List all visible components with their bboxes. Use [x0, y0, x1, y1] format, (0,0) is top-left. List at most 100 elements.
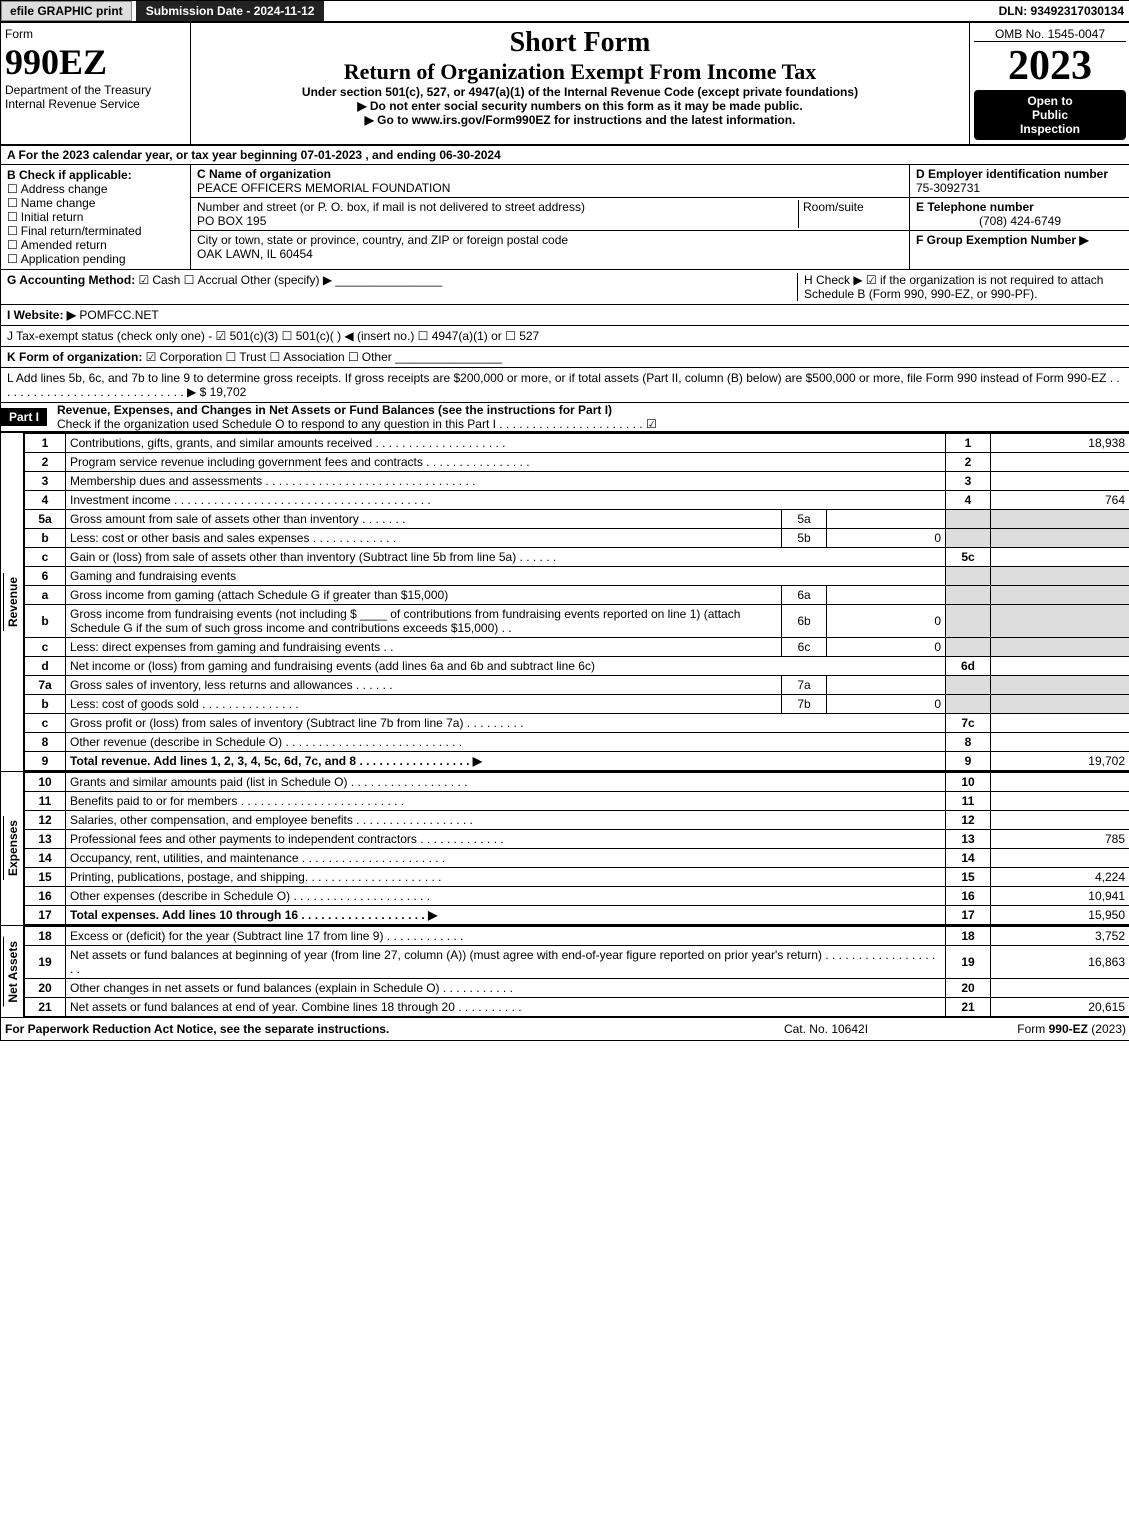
B-title: B Check if applicable:: [7, 168, 184, 182]
line-6d-rn: 6d: [946, 657, 991, 676]
footer-right: Form 990-EZ (2023): [926, 1022, 1126, 1036]
line-4-rn: 4: [946, 491, 991, 510]
line-6d-val: [991, 657, 1129, 676]
line-6b-rn: [946, 605, 991, 638]
line-7c-rn: 7c: [946, 714, 991, 733]
line-5b-num: b: [25, 529, 66, 548]
chk-address[interactable]: Address change: [7, 182, 184, 196]
chk-trust[interactable]: [225, 350, 239, 364]
expenses-section: Expenses 10Grants and similar amounts pa…: [1, 771, 1129, 925]
room-suite: Room/suite: [798, 200, 903, 228]
line-5c-val: [991, 548, 1129, 567]
line-7c-val: [991, 714, 1129, 733]
line-9-num: 9: [25, 752, 66, 771]
chk-corp[interactable]: [146, 350, 160, 364]
line-21-val: 20,615: [991, 998, 1129, 1017]
G-other: Other (specify) ▶: [241, 273, 332, 287]
tax-year: 2023: [974, 42, 1126, 90]
chk-application[interactable]: Application pending: [7, 252, 184, 266]
D-label: D Employer identification number: [916, 167, 1108, 181]
line-15-rn: 15: [946, 868, 991, 887]
submission-date: Submission Date - 2024-11-12: [136, 1, 325, 21]
line-6-num: 6: [25, 567, 66, 586]
line-1-val: 18,938: [991, 434, 1129, 453]
netassets-section: Net Assets 18Excess or (deficit) for the…: [1, 925, 1129, 1017]
line-10-label: Grants and similar amounts paid (list in…: [66, 773, 946, 792]
part-I: Part I: [1, 408, 47, 426]
chk-assoc[interactable]: [269, 350, 283, 364]
line-11-val: [991, 792, 1129, 811]
line-7b-rn: [946, 695, 991, 714]
dept-treasury: Department of the Treasury: [5, 83, 186, 97]
line-12-label: Salaries, other compensation, and employ…: [66, 811, 946, 830]
C-street: Number and street (or P. O. box, if mail…: [191, 198, 909, 231]
line-3-label: Membership dues and assessments . . . . …: [66, 472, 946, 491]
short-form-title: Short Form: [195, 27, 965, 59]
chk-name[interactable]: Name change: [7, 196, 184, 210]
expenses-table: 10Grants and similar amounts paid (list …: [24, 772, 1129, 925]
website[interactable]: POMFCC.NET: [79, 308, 158, 322]
line-16-num: 16: [25, 887, 66, 906]
D-ein: D Employer identification number 75-3092…: [910, 165, 1129, 198]
ein: 75-3092731: [916, 181, 980, 195]
line-7a-valgray: [991, 676, 1129, 695]
goto-link[interactable]: ▶ Go to www.irs.gov/Form990EZ for instru…: [195, 113, 965, 127]
chk-amended[interactable]: Amended return: [7, 238, 184, 252]
chk-final[interactable]: Final return/terminated: [7, 224, 184, 238]
I-label: I Website: ▶: [7, 308, 76, 322]
line-16-rn: 16: [946, 887, 991, 906]
line-10-rn: 10: [946, 773, 991, 792]
row-A: A For the 2023 calendar year, or tax yea…: [1, 146, 1129, 165]
line-7a-rn: [946, 676, 991, 695]
line-6b-num: b: [25, 605, 66, 638]
line-13-label: Professional fees and other payments to …: [66, 830, 946, 849]
line-6a-valgray: [991, 586, 1129, 605]
line-6-label: Gaming and fundraising events: [66, 567, 946, 586]
line-20-label: Other changes in net assets or fund bala…: [66, 979, 946, 998]
line-7b-sv: 0: [827, 695, 946, 714]
chk-initial[interactable]: Initial return: [7, 210, 184, 224]
org-name: PEACE OFFICERS MEMORIAL FOUNDATION: [197, 181, 450, 195]
line-5b-sv: 0: [827, 529, 946, 548]
line-5a-rn: [946, 510, 991, 529]
E-label: E Telephone number: [916, 200, 1034, 214]
form-number: 990EZ: [5, 41, 186, 83]
line-15-num: 15: [25, 868, 66, 887]
line-14-num: 14: [25, 849, 66, 868]
line-6-valgray: [991, 567, 1129, 586]
chk-accrual[interactable]: [184, 273, 198, 287]
open-to-public: Open to Public Inspection: [974, 90, 1126, 140]
line-5a-sv: [827, 510, 946, 529]
netassets-label: Net Assets: [3, 937, 22, 1007]
chk-other[interactable]: [348, 350, 362, 364]
line-17-num: 17: [25, 906, 66, 925]
line-16-label: Other expenses (describe in Schedule O) …: [66, 887, 946, 906]
line-6b-valgray: [991, 605, 1129, 638]
line-21-rn: 21: [946, 998, 991, 1017]
line-5b-rn: [946, 529, 991, 548]
line-9-label: Total revenue. Add lines 1, 2, 3, 4, 5c,…: [66, 752, 946, 771]
line-6c-rn: [946, 638, 991, 657]
line-7b-num: b: [25, 695, 66, 714]
open-line2: Public: [978, 108, 1122, 122]
chk-cash[interactable]: [139, 273, 153, 287]
omb: OMB No. 1545-0047: [974, 27, 1126, 42]
line-6-rn: [946, 567, 991, 586]
org-city: OAK LAWN, IL 60454: [197, 247, 313, 261]
line-5b-label: Less: cost or other basis and sales expe…: [66, 529, 782, 548]
row-L: L Add lines 5b, 6c, and 7b to line 9 to …: [1, 368, 1129, 403]
line-10-num: 10: [25, 773, 66, 792]
line-3-val: [991, 472, 1129, 491]
K-label: K Form of organization:: [7, 350, 142, 364]
expenses-label: Expenses: [3, 816, 22, 880]
grid-BCDE: B Check if applicable: Address change Na…: [1, 165, 1129, 270]
efile-print-button[interactable]: efile GRAPHIC print: [1, 1, 132, 21]
C-city: City or town, state or province, country…: [191, 231, 909, 263]
line-17-rn: 17: [946, 906, 991, 925]
topbar: efile GRAPHIC print Submission Date - 20…: [1, 1, 1129, 23]
line-19-val: 16,863: [991, 946, 1129, 979]
line-6c-sn: 6c: [782, 638, 827, 657]
C-name: C Name of organization PEACE OFFICERS ME…: [191, 165, 909, 198]
line-20-num: 20: [25, 979, 66, 998]
col-B: B Check if applicable: Address change Na…: [1, 165, 191, 269]
